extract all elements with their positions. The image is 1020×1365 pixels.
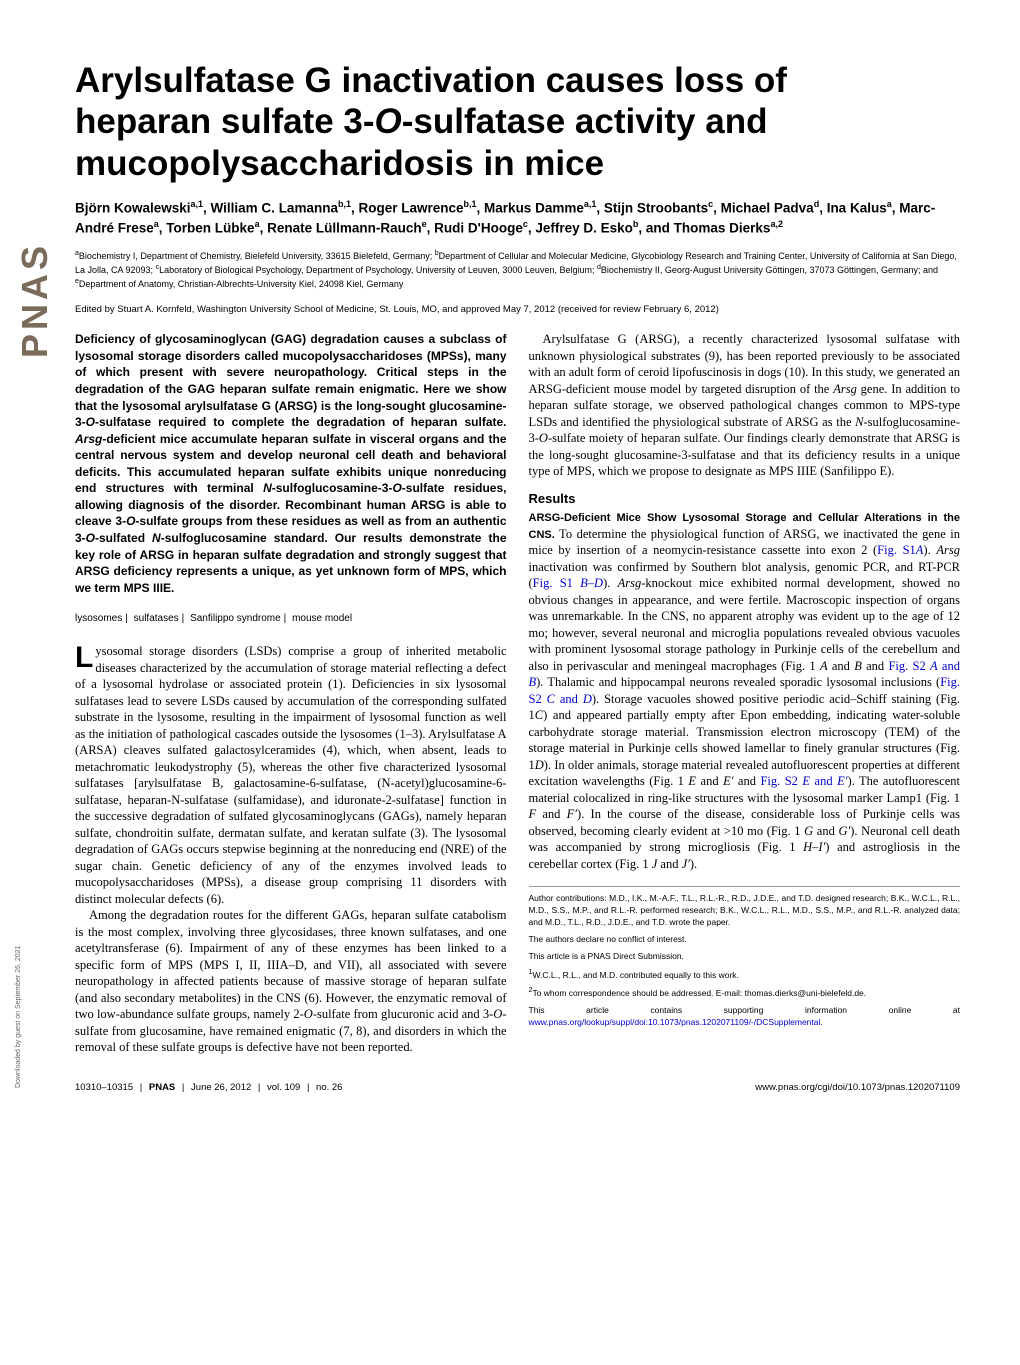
fig-s2cd-link[interactable]: Fig. S2 C and D [529,675,961,706]
conflict-statement: The authors declare no conflict of inter… [529,934,961,946]
footer-journal: PNAS [149,1082,175,1093]
footer-right: www.pnas.org/cgi/doi/10.1073/pnas.120207… [755,1082,960,1093]
left-column: Deficiency of glycosaminoglycan (GAG) de… [75,331,507,1055]
title-line-2: heparan sulfate 3-O-sulfatase activity a… [75,102,767,141]
footer-pages: 10310–10315 [75,1082,133,1093]
dropcap: L [75,643,95,671]
footer-vol: vol. 109 [267,1082,300,1093]
keywords: lysosomes| sulfatases| Sanfilippo syndro… [75,612,507,625]
author-contributions: Author contributions: M.D., I.K., M.-A.F… [529,893,961,929]
right-intro: Arylsulfatase G (ARSG), a recently chara… [529,331,961,480]
kw-2: sulfatases [134,613,179,624]
kw-3: Sanfilippo syndrome [190,613,281,624]
intro-p1-text: ysosomal storage disorders (LSDs) compri… [75,644,507,906]
page: PNAS Downloaded by guest on September 26… [0,0,1020,1123]
footer-date: June 26, 2012 [191,1082,251,1093]
journal-logo: PNAS [8,90,63,510]
supp-link[interactable]: www.pnas.org/lookup/suppl/doi:10.1073/pn… [529,1017,821,1027]
right-column: Arylsulfatase G (ARSG), a recently chara… [529,331,961,1055]
correspondence: 2To whom correspondence should be addres… [529,986,961,1000]
results-heading: Results [529,490,961,507]
article-title: Arylsulfatase G inactivation causes loss… [75,60,960,184]
edited-by: Edited by Stuart A. Kornfeld, Washington… [75,304,960,315]
results-subhead: ARSG-Deficient Mice Show Lysosomal Stora… [529,512,961,541]
authors: Björn Kowalewskia,1, William C. Lamannab… [75,198,960,237]
affiliations: aBiochemistry I, Department of Chemistry… [75,249,960,290]
kw-4: mouse model [292,613,352,624]
abstract: Deficiency of glycosaminoglycan (GAG) de… [75,331,507,596]
results-para-1: ARSG-Deficient Mice Show Lysosomal Stora… [529,509,961,872]
footer-no: no. 26 [316,1082,342,1093]
fig-s2ee-link[interactable]: Fig. S2 E and E′ [760,774,847,788]
fig-s1bd-link[interactable]: Fig. S1 B–D [533,576,603,590]
logo-text: PNAS [15,242,57,358]
intro-para-1: Lysosomal storage disorders (LSDs) compr… [75,643,507,907]
supporting-info: This article contains supporting informa… [529,1005,961,1029]
title-line-3: mucopolysaccharidosis in mice [75,144,604,183]
page-footer: 10310–10315 | PNAS | June 26, 2012 | vol… [75,1078,960,1093]
equal-contrib: 1W.C.L., R.L., and M.D. contributed equa… [529,968,961,982]
kw-1: lysosomes [75,613,122,624]
footer-left: 10310–10315 | PNAS | June 26, 2012 | vol… [75,1082,342,1093]
two-column-body: Deficiency of glycosaminoglycan (GAG) de… [75,331,960,1055]
footnotes: Author contributions: M.D., I.K., M.-A.F… [529,886,961,1029]
title-line-1: Arylsulfatase G inactivation causes loss… [75,61,787,100]
intro-para-2: Among the degradation routes for the dif… [75,907,507,1056]
fig-s1a-link[interactable]: Fig. S1A [877,543,923,557]
fig-s2ab-link[interactable]: Fig. S2 A and B [529,659,960,690]
download-note: Downloaded by guest on September 26, 202… [15,945,22,1087]
direct-submission: This article is a PNAS Direct Submission… [529,951,961,963]
